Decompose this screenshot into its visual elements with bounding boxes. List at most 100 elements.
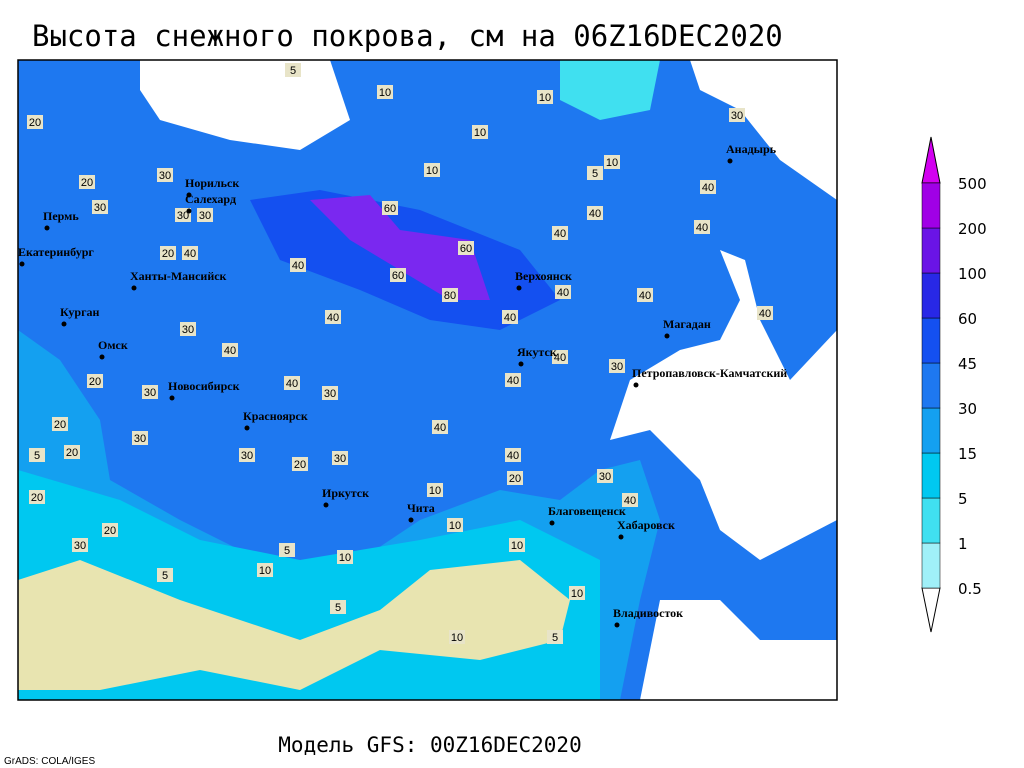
- contour-label-box: [637, 288, 653, 302]
- contour-label-box: [505, 373, 521, 387]
- city-dot: [408, 517, 414, 523]
- legend-label: 500: [958, 175, 987, 193]
- contour-label: 80: [444, 290, 456, 302]
- contour-label: 20: [31, 492, 43, 504]
- legend-label: 0.5: [958, 580, 982, 598]
- contour-label: 40: [184, 248, 196, 260]
- contour-label: 40: [507, 375, 519, 387]
- contour-label-box: [604, 155, 620, 169]
- contour-label: 30: [159, 170, 171, 182]
- contour-label: 10: [571, 588, 583, 600]
- contour-label: 40: [624, 495, 636, 507]
- snow-zone-60: [310, 195, 490, 300]
- contour-label-box: [290, 258, 306, 272]
- contour-label-box: [257, 563, 273, 577]
- contour-label-box: [132, 431, 148, 445]
- legend-label: 30: [958, 400, 977, 418]
- contour-label: 60: [392, 270, 404, 282]
- city-dot: [323, 502, 329, 508]
- model-caption: Модель GFS: 00Z16DEC2020: [278, 733, 581, 757]
- contour-label-box: [29, 448, 45, 462]
- city-label: Якутск: [517, 345, 557, 359]
- city-label: Магадан: [663, 317, 711, 331]
- city-label: Ханты-Мансийск: [130, 269, 227, 283]
- contour-label-box: [377, 85, 393, 99]
- contour-label: 20: [81, 177, 93, 189]
- contour-label: 5: [34, 450, 40, 462]
- contour-label: 20: [104, 525, 116, 537]
- contour-label-box: [102, 523, 118, 537]
- contour-label: 40: [639, 290, 651, 302]
- contour-label-box: [79, 175, 95, 189]
- contour-label: 60: [384, 203, 396, 215]
- contour-label: 5: [290, 65, 296, 77]
- city-dot: [549, 520, 555, 526]
- contour-label: 40: [434, 422, 446, 434]
- contour-label-box: [458, 241, 474, 255]
- legend-arrow-bottom: [921, 587, 941, 633]
- contour-label-box: [27, 115, 43, 129]
- contour-label: 30: [74, 540, 86, 552]
- bare-ground: [18, 560, 570, 690]
- contour-label-box: [757, 306, 773, 320]
- contour-label: 30: [611, 361, 623, 373]
- city-label: Чита: [407, 501, 435, 515]
- contour-label-box: [442, 288, 458, 302]
- contour-label-box: [222, 343, 238, 357]
- contour-label-box: [160, 246, 176, 260]
- map-frame: [17, 59, 838, 701]
- contour-label-box: [622, 493, 638, 507]
- legend-swatch: [921, 542, 941, 589]
- sea-of-okhotsk: [610, 250, 837, 560]
- contour-label: 30: [731, 110, 743, 122]
- contour-label: 30: [177, 210, 189, 222]
- contour-label-box: [587, 206, 603, 220]
- contour-label-box: [427, 483, 443, 497]
- city-dot: [633, 382, 639, 388]
- legend-label: 100: [958, 265, 987, 283]
- legend-swatch: [921, 182, 941, 229]
- city-dot: [664, 333, 670, 339]
- contour-label-box: [432, 420, 448, 434]
- city-label: Красноярск: [243, 409, 308, 423]
- contour-label-box: [449, 630, 465, 644]
- contour-label: 40: [554, 352, 566, 364]
- contour-label: 20: [89, 376, 101, 388]
- contour-label: 30: [334, 453, 346, 465]
- contour-label: 40: [557, 287, 569, 299]
- city-label: Петропавловск-Камчатский: [632, 366, 787, 380]
- contour-label: 40: [554, 228, 566, 240]
- city-label: Салехард: [185, 192, 236, 206]
- legend-swatch: [921, 227, 941, 274]
- contour-label-box: [284, 376, 300, 390]
- legend-label: 60: [958, 310, 977, 328]
- contour-label-box: [197, 208, 213, 222]
- contour-label-box: [447, 518, 463, 532]
- city-dot: [169, 395, 175, 401]
- contour-label-box: [52, 417, 68, 431]
- contour-label: 40: [327, 312, 339, 324]
- contour-label: 30: [599, 471, 611, 483]
- contour-label-box: [142, 385, 158, 399]
- city-dot: [518, 361, 524, 367]
- contour-label-box: [537, 90, 553, 104]
- contour-label: 40: [589, 208, 601, 220]
- contour-label: 20: [66, 447, 78, 459]
- contour-label-box: [609, 359, 625, 373]
- contour-label: 30: [144, 387, 156, 399]
- contour-label-box: [157, 568, 173, 582]
- contour-label-box: [390, 268, 406, 282]
- contour-label: 20: [162, 248, 174, 260]
- legend-swatch: [921, 317, 941, 364]
- contour-label-box: [330, 600, 346, 614]
- contour-label-box: [382, 201, 398, 215]
- contour-label-box: [337, 550, 353, 564]
- contour-label-box: [72, 538, 88, 552]
- contour-label: 40: [507, 450, 519, 462]
- city-dot: [614, 622, 620, 628]
- contour-label: 40: [504, 312, 516, 324]
- contour-label-box: [292, 457, 308, 471]
- contour-label-box: [239, 448, 255, 462]
- legend-label: 200: [958, 220, 987, 238]
- sea-of-japan: [640, 600, 837, 700]
